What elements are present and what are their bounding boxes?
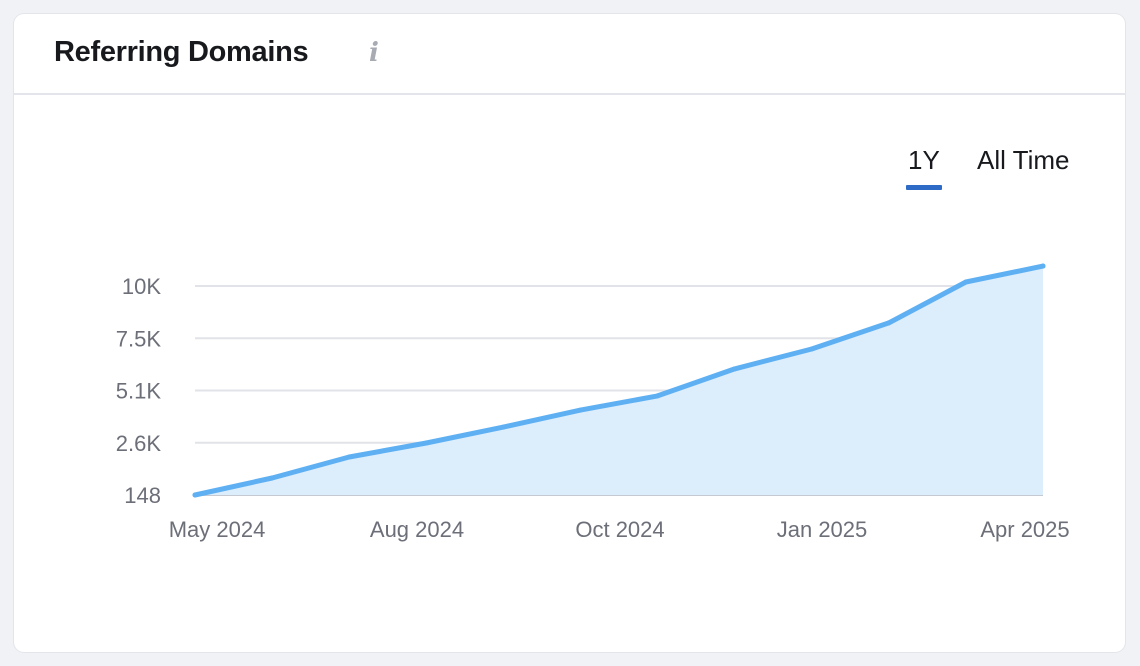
x-tick-label: May 2024: [169, 517, 266, 542]
info-icon[interactable]: i: [369, 38, 379, 68]
data-point[interactable]: [500, 424, 506, 430]
series-line: [192, 263, 1046, 498]
data-point[interactable]: [192, 492, 198, 498]
tab-1y[interactable]: 1Y: [906, 145, 942, 190]
data-point[interactable]: [1040, 263, 1046, 269]
tab-all-time[interactable]: All Time: [977, 145, 1069, 176]
area-fill: [195, 266, 1043, 495]
data-point[interactable]: [886, 320, 892, 326]
card-title: Referring Domains: [54, 36, 309, 68]
active-tab-underline: [906, 185, 942, 190]
data-point[interactable]: [423, 440, 429, 446]
tab-all-time-label: All Time: [977, 145, 1070, 175]
data-point[interactable]: [346, 454, 352, 460]
y-tick-label: 148: [124, 483, 161, 508]
x-tick-label: Oct 2024: [575, 517, 664, 542]
y-tick-label: 10K: [122, 274, 161, 299]
x-tick-label: Jan 2025: [777, 517, 868, 542]
data-point[interactable]: [655, 393, 661, 399]
data-point[interactable]: [809, 346, 815, 352]
data-point[interactable]: [963, 279, 969, 285]
card-header: Referring Domains i: [14, 14, 1125, 95]
tab-1y-label: 1Y: [908, 145, 940, 175]
y-tick-label: 5.1K: [116, 379, 162, 404]
y-tick-label: 2.6K: [116, 431, 162, 456]
x-tick-label: Aug 2024: [370, 517, 464, 542]
data-point[interactable]: [577, 407, 583, 413]
y-tick-label: 7.5K: [116, 326, 162, 351]
data-point[interactable]: [732, 366, 738, 372]
data-point[interactable]: [269, 475, 275, 481]
x-tick-label: Apr 2025: [980, 517, 1069, 542]
